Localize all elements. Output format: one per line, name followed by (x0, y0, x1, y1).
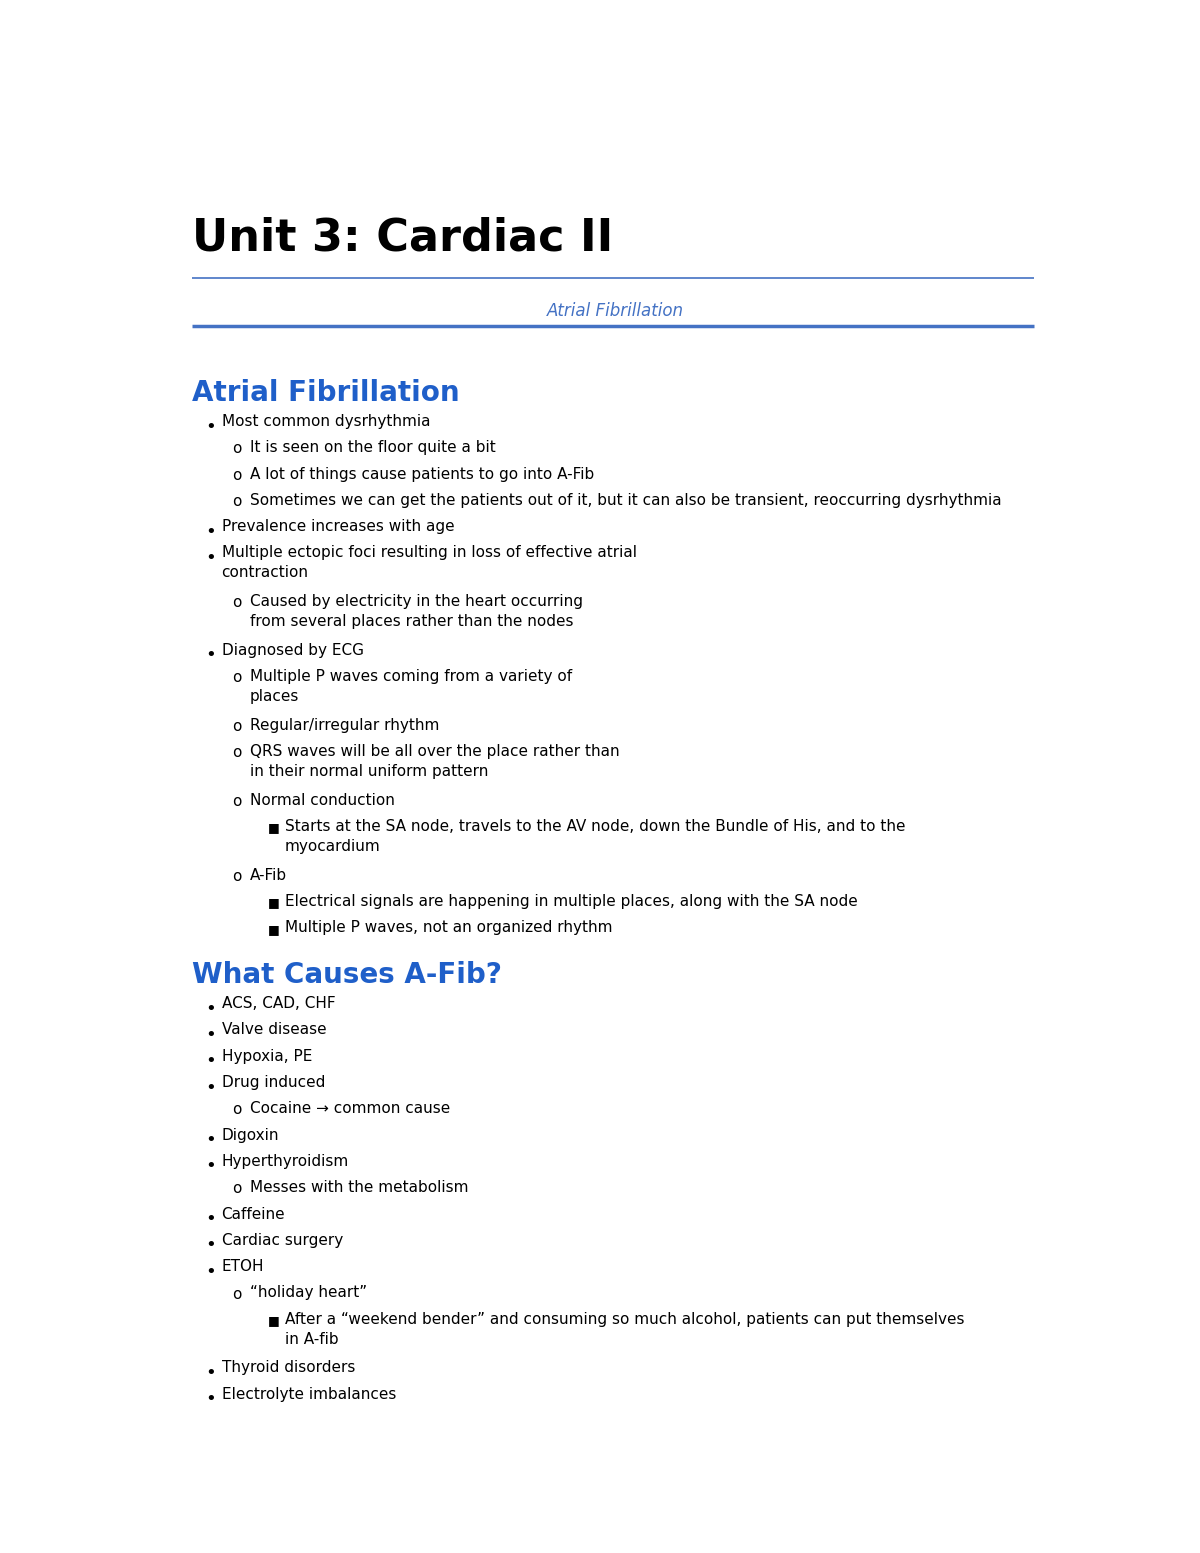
Text: o: o (232, 745, 241, 761)
Text: •: • (205, 550, 216, 567)
Text: Valve disease: Valve disease (222, 1022, 326, 1037)
Text: Caused by electricity in the heart occurring
from several places rather than the: Caused by electricity in the heart occur… (250, 595, 582, 629)
Text: o: o (232, 494, 241, 509)
Text: Multiple ectopic foci resulting in loss of effective atrial
contraction: Multiple ectopic foci resulting in loss … (222, 545, 637, 581)
Text: o: o (232, 719, 241, 735)
Text: •: • (205, 1236, 216, 1255)
Text: •: • (205, 1053, 216, 1070)
Text: Unit 3: Cardiac II: Unit 3: Cardiac II (192, 216, 613, 259)
Text: Normal conduction: Normal conduction (250, 792, 395, 808)
Text: ■: ■ (268, 1314, 280, 1328)
Text: o: o (232, 1103, 241, 1118)
Text: Atrial Fibrillation: Atrial Fibrillation (192, 379, 460, 407)
Text: ■: ■ (268, 822, 280, 834)
Text: •: • (205, 1157, 216, 1176)
Text: ACS, CAD, CHF: ACS, CAD, CHF (222, 995, 335, 1011)
Text: A lot of things cause patients to go into A-Fib: A lot of things cause patients to go int… (250, 466, 594, 481)
Text: o: o (232, 794, 241, 809)
Text: Electrical signals are happening in multiple places, along with the SA node: Electrical signals are happening in mult… (284, 895, 858, 909)
Text: Cardiac surgery: Cardiac surgery (222, 1233, 343, 1247)
Text: o: o (232, 1182, 241, 1196)
Text: o: o (232, 671, 241, 685)
Text: •: • (205, 1390, 216, 1409)
Text: Prevalence increases with age: Prevalence increases with age (222, 519, 455, 534)
Text: ■: ■ (268, 896, 280, 910)
Text: “holiday heart”: “holiday heart” (250, 1286, 367, 1300)
Text: A-Fib: A-Fib (250, 868, 287, 882)
Text: •: • (205, 1131, 216, 1149)
Text: Multiple P waves coming from a variety of
places: Multiple P waves coming from a variety o… (250, 669, 571, 704)
Text: QRS waves will be all over the place rather than
in their normal uniform pattern: QRS waves will be all over the place rat… (250, 744, 619, 780)
Text: Starts at the SA node, travels to the AV node, down the Bundle of His, and to th: Starts at the SA node, travels to the AV… (284, 818, 905, 854)
Text: •: • (205, 1078, 216, 1096)
Text: •: • (205, 646, 216, 665)
Text: ■: ■ (268, 922, 280, 936)
Text: o: o (232, 441, 241, 457)
Text: Multiple P waves, not an organized rhythm: Multiple P waves, not an organized rhyth… (284, 921, 612, 935)
Text: Caffeine: Caffeine (222, 1207, 286, 1222)
Text: •: • (205, 418, 216, 435)
Text: o: o (232, 467, 241, 483)
Text: o: o (232, 1286, 241, 1301)
Text: Messes with the metabolism: Messes with the metabolism (250, 1180, 468, 1196)
Text: •: • (205, 523, 216, 540)
Text: What Causes A-Fib?: What Causes A-Fib? (192, 961, 502, 989)
Text: ETOH: ETOH (222, 1259, 264, 1273)
Text: •: • (205, 1263, 216, 1281)
Text: •: • (205, 1027, 216, 1044)
Text: Thyroid disorders: Thyroid disorders (222, 1360, 355, 1376)
Text: Sometimes we can get the patients out of it, but it can also be transient, reocc: Sometimes we can get the patients out of… (250, 492, 1001, 508)
Text: •: • (205, 1000, 216, 1017)
Text: •: • (205, 1364, 216, 1382)
Text: •: • (205, 1210, 216, 1228)
Text: Drug induced: Drug induced (222, 1075, 325, 1090)
Text: Hypoxia, PE: Hypoxia, PE (222, 1048, 312, 1064)
Text: Cocaine → common cause: Cocaine → common cause (250, 1101, 450, 1117)
Text: It is seen on the floor quite a bit: It is seen on the floor quite a bit (250, 439, 496, 455)
Text: Diagnosed by ECG: Diagnosed by ECG (222, 643, 364, 658)
Text: Electrolyte imbalances: Electrolyte imbalances (222, 1387, 396, 1402)
Text: Atrial Fibrillation: Atrial Fibrillation (546, 303, 684, 320)
Text: After a “weekend bender” and consuming so much alcohol, patients can put themsel: After a “weekend bender” and consuming s… (284, 1312, 965, 1346)
Text: Digoxin: Digoxin (222, 1127, 280, 1143)
Text: o: o (232, 595, 241, 610)
Text: Most common dysrhythmia: Most common dysrhythmia (222, 415, 430, 429)
Text: o: o (232, 870, 241, 884)
Text: Regular/irregular rhythm: Regular/irregular rhythm (250, 717, 439, 733)
Text: Hyperthyroidism: Hyperthyroidism (222, 1154, 349, 1169)
